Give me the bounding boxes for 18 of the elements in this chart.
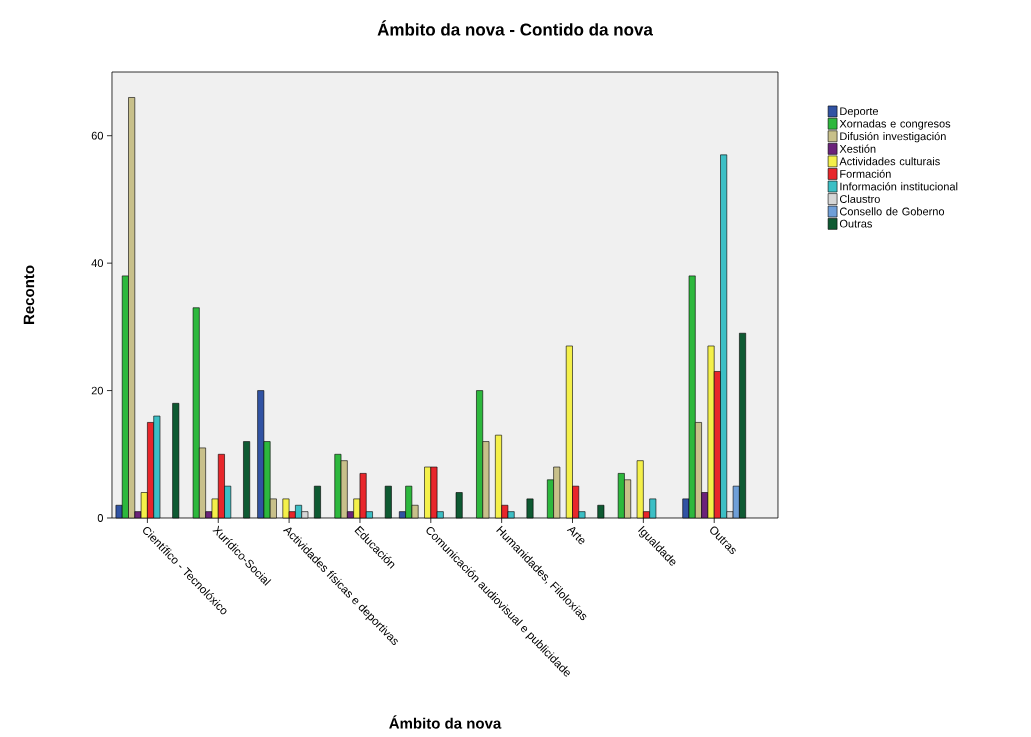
y-tick-label: 60	[91, 131, 103, 140]
x-tick-label: Arte	[566, 527, 585, 545]
legend-label: Formación	[840, 169, 891, 178]
legend-label: Información institucional	[840, 182, 958, 191]
y-tick-label: 40	[91, 259, 103, 268]
y-axis-title: Reconto	[23, 265, 35, 324]
legend-label: Xestión	[839, 144, 876, 153]
y-tick-label: 20	[91, 386, 103, 395]
legend-label: Xornadas e congresos	[839, 119, 951, 130]
legend-label: Deporte	[840, 107, 879, 118]
legend-label: Actividades culturais	[839, 157, 940, 166]
legend-label: Consello de Goberno	[839, 207, 945, 216]
legend-label: Claustro	[839, 194, 880, 203]
legend-label: Difusión investigación	[840, 131, 946, 143]
x-axis-title: Ámbito da nova	[389, 715, 502, 729]
y-tick-label: 0	[97, 514, 103, 522]
chart-title: Ámbito da nova - Contido da nova	[377, 20, 653, 36]
legend-label: Outras	[839, 219, 872, 228]
